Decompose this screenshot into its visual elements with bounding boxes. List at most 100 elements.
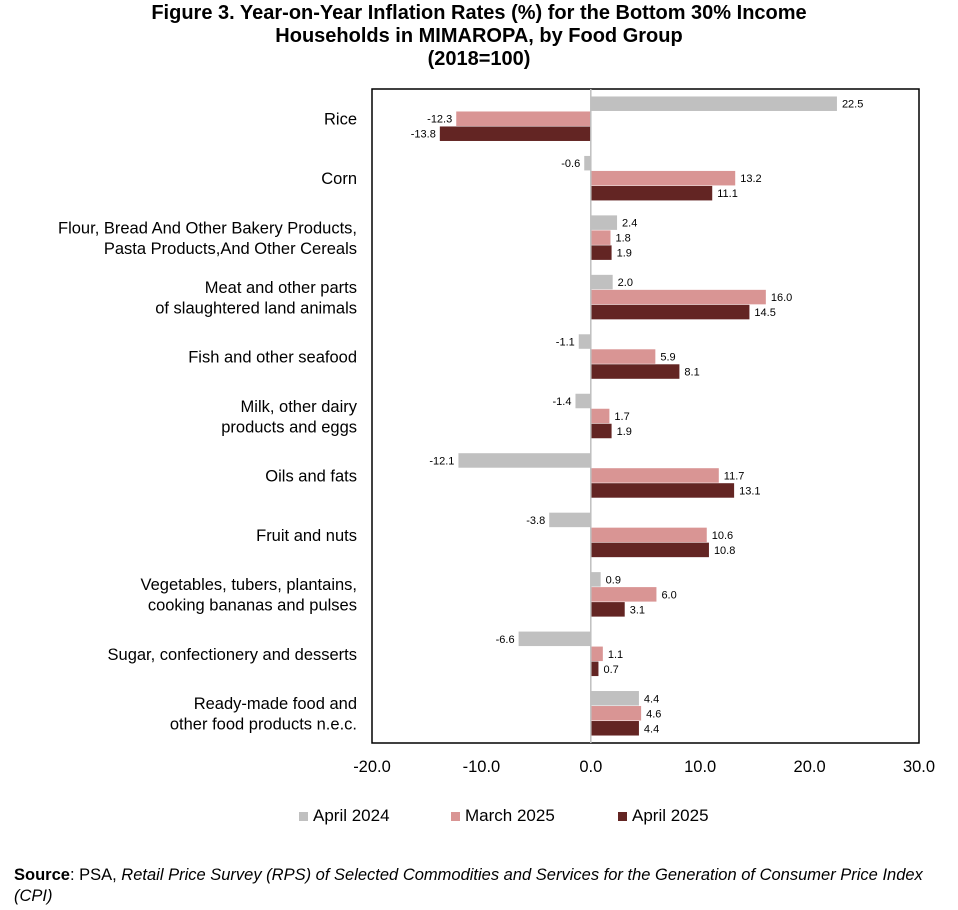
- source-note: Source: PSA, Retail Price Survey (RPS) o…: [14, 865, 944, 907]
- bar-april-2025-9: [590, 602, 625, 617]
- data-label-march-2025-1: -12.3: [427, 114, 452, 126]
- category-label-1-line-1: Rice: [324, 111, 357, 129]
- category-label-2-line-1: Corn: [321, 170, 357, 188]
- data-label-april-2024-8: -3.8: [526, 515, 545, 527]
- bar-april-2025-3: [590, 245, 612, 260]
- bar-april-2024-8: [549, 512, 591, 528]
- data-label-april-2025-6: 1.9: [617, 426, 632, 438]
- data-label-april-2025-3: 1.9: [617, 248, 632, 260]
- bar-april-2024-4: [590, 274, 613, 290]
- bar-april-2025-10: [590, 661, 599, 677]
- title-line-1: Figure 3. Year-on-Year Inflation Rates (…: [151, 2, 807, 24]
- data-label-april-2025-9: 3.1: [630, 604, 645, 616]
- data-label-april-2024-1: 22.5: [842, 99, 863, 111]
- bar-march-2025-6: [590, 408, 610, 424]
- data-label-april-2024-11: 4.4: [644, 693, 659, 705]
- bar-march-2025-1: [456, 111, 591, 126]
- bar-april-2024-5: [578, 334, 591, 349]
- bar-april-2024-1: [590, 96, 837, 111]
- bar-march-2025-8: [590, 527, 707, 543]
- data-label-march-2025-3: 1.8: [615, 233, 630, 245]
- legend-swatch-march-2025: [451, 811, 460, 821]
- bar-march-2025-7: [590, 468, 719, 483]
- bar-april-2025-8: [590, 542, 709, 558]
- chart-title: Figure 3. Year-on-Year Inflation Rates (…: [0, 2, 958, 71]
- data-label-march-2025-11: 4.6: [646, 708, 661, 720]
- data-label-april-2025-10: 0.7: [603, 664, 618, 676]
- bar-april-2025-7: [590, 483, 735, 498]
- bar-april-2025-6: [590, 423, 612, 439]
- legend-swatch-april-2024: [299, 811, 308, 821]
- bar-april-2025-11: [590, 721, 639, 736]
- bar-april-2024-9: [590, 572, 601, 587]
- legend-label-march-2025: March 2025: [465, 806, 555, 825]
- data-label-april-2025-2: 11.1: [717, 188, 738, 200]
- bar-march-2025-4: [590, 289, 766, 305]
- data-label-april-2025-1: -13.8: [411, 129, 436, 141]
- bar-april-2024-2: [584, 155, 591, 171]
- bar-march-2025-5: [590, 349, 656, 364]
- category-label-7-line-1: Oils and fats: [265, 467, 357, 485]
- bar-april-2024-7: [458, 453, 591, 468]
- bar-chart: Rice 22.5 -12.3 -13.8 Corn -0.6 13.211.1 Flour,…: [58, 88, 935, 776]
- data-label-april-2024-2: -0.6: [561, 158, 580, 170]
- data-label-april-2024-4: 2.0: [618, 277, 633, 289]
- data-label-april-2024-9: 0.9: [606, 574, 621, 586]
- data-label-march-2025-4: 16.0: [771, 292, 792, 304]
- category-label-9-line-2: cooking bananas and pulses: [148, 597, 357, 615]
- legend-item-march-2025: March 2025: [451, 806, 555, 826]
- x-tick-label-4: 10.0: [684, 758, 716, 776]
- legend-label-april-2024: April 2024: [313, 806, 390, 825]
- category-label-9-line-1: Vegetables, tubers, plantains,: [141, 576, 357, 594]
- bar-april-2024-11: [590, 691, 639, 706]
- bar-april-2025-5: [590, 364, 680, 379]
- source-agency: : PSA,: [69, 866, 122, 884]
- x-tick-label-6: 30.0: [903, 758, 935, 776]
- category-label-4-line-2: of slaughtered land animals: [155, 299, 357, 317]
- data-label-march-2025-5: 5.9: [660, 352, 675, 364]
- x-tick-label-3: 0.0: [579, 758, 602, 776]
- category-label-11-line-1: Ready-made food and: [194, 695, 357, 713]
- title-line-3: (2018=100): [427, 48, 531, 70]
- data-label-march-2025-7: 11.7: [724, 470, 745, 482]
- data-label-april-2025-8: 10.8: [714, 545, 735, 557]
- bar-april-2025-1: [439, 126, 591, 141]
- title-line-2: Households in MIMAROPA, by Food Group: [275, 25, 683, 47]
- category-label-10-line-1: Sugar, confectionery and desserts: [108, 646, 357, 664]
- data-label-april-2025-7: 13.1: [739, 485, 760, 497]
- category-label-5-line-1: Fish and other seafood: [188, 349, 357, 367]
- bar-march-2025-10: [590, 646, 603, 662]
- data-label-march-2025-10: 1.1: [608, 649, 623, 661]
- source-label: Source: [14, 866, 70, 884]
- data-label-april-2024-5: -1.1: [556, 337, 575, 349]
- data-label-march-2025-8: 10.6: [712, 530, 733, 542]
- source-title: Retail Price Survey (RPS) of Selected Co…: [14, 866, 923, 905]
- legend-item-april-2024: April 2024: [299, 806, 390, 826]
- category-label-11-line-2: other food products n.e.c.: [170, 716, 357, 734]
- x-tick-label-5: 20.0: [794, 758, 826, 776]
- bar-march-2025-9: [590, 587, 657, 602]
- bar-april-2025-2: [590, 185, 713, 201]
- bar-april-2024-10: [518, 631, 591, 647]
- data-label-april-2024-7: -12.1: [429, 455, 454, 467]
- data-label-march-2025-6: 1.7: [614, 411, 629, 423]
- data-label-april-2024-10: -6.6: [496, 634, 515, 646]
- data-label-april-2024-6: -1.4: [553, 396, 572, 408]
- bar-march-2025-3: [590, 230, 611, 245]
- category-label-6-line-2: products and eggs: [221, 418, 357, 436]
- data-label-april-2025-5: 8.1: [684, 367, 699, 379]
- data-label-april-2024-3: 2.4: [622, 218, 637, 230]
- x-tick-label-1: -20.0: [353, 758, 391, 776]
- data-label-april-2025-11: 4.4: [644, 723, 659, 735]
- category-label-4-line-1: Meat and other parts: [205, 279, 357, 297]
- bar-april-2025-4: [590, 304, 750, 320]
- bar-march-2025-2: [590, 170, 736, 186]
- x-tick-label-2: -10.0: [463, 758, 501, 776]
- legend-item-april-2025: April 2025: [618, 806, 709, 826]
- legend-swatch-april-2025: [618, 811, 627, 821]
- data-label-march-2025-9: 6.0: [661, 589, 676, 601]
- legend-label-april-2025: April 2025: [632, 806, 709, 825]
- legend: April 2024 March 2025 April 2025: [0, 806, 958, 830]
- bar-march-2025-11: [590, 706, 642, 721]
- category-label-8-line-1: Fruit and nuts: [256, 527, 357, 545]
